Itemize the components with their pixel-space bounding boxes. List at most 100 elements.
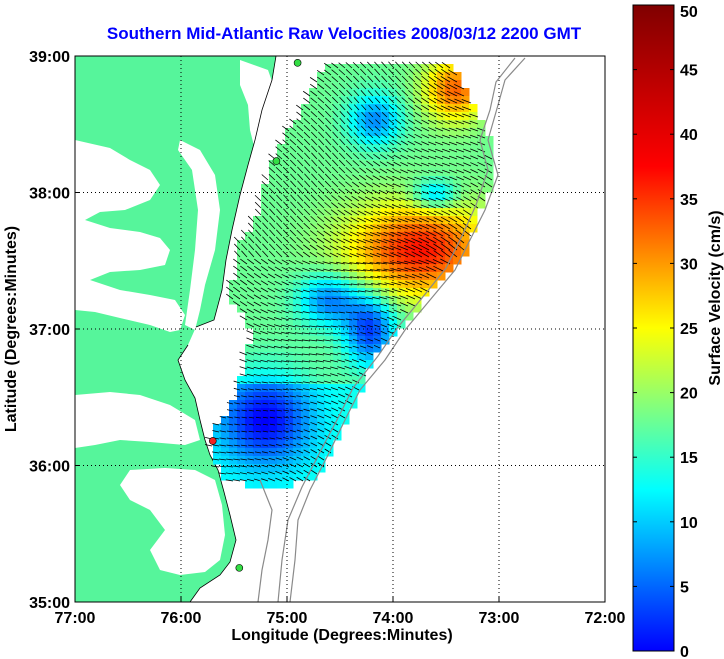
current-vector bbox=[274, 374, 283, 377]
current-vector bbox=[389, 261, 402, 265]
current-vector bbox=[267, 259, 276, 265]
current-vector bbox=[346, 89, 353, 97]
current-vector bbox=[233, 451, 241, 454]
velocity-cell bbox=[373, 304, 382, 313]
current-vector bbox=[394, 111, 402, 118]
x-tick-label: 72:00 bbox=[585, 610, 626, 627]
velocity-cell bbox=[325, 136, 334, 145]
velocity-cell bbox=[341, 408, 350, 417]
current-vector bbox=[462, 216, 472, 223]
current-vector bbox=[297, 180, 304, 188]
current-vector bbox=[411, 224, 423, 230]
current-vector bbox=[421, 191, 430, 195]
current-vector bbox=[276, 444, 283, 447]
velocity-cell bbox=[365, 352, 374, 361]
velocity-cell bbox=[413, 248, 422, 257]
current-vector bbox=[317, 408, 325, 412]
current-vector bbox=[470, 195, 479, 202]
current-vector bbox=[463, 202, 472, 209]
velocity-cell bbox=[325, 408, 334, 417]
velocity-cell bbox=[317, 296, 326, 305]
current-vector bbox=[276, 222, 283, 230]
velocity-cell bbox=[317, 408, 326, 417]
current-vector bbox=[248, 402, 255, 405]
velocity-cell bbox=[397, 240, 406, 249]
current-vector bbox=[324, 441, 332, 447]
current-vector bbox=[253, 301, 262, 307]
velocity-cell bbox=[405, 160, 414, 169]
current-vector bbox=[390, 252, 402, 258]
current-vector bbox=[477, 175, 486, 181]
current-vector bbox=[394, 104, 402, 111]
velocity-cell bbox=[325, 184, 334, 193]
current-vector bbox=[304, 152, 311, 160]
velocity-cell bbox=[405, 240, 414, 249]
velocity-cell bbox=[309, 224, 318, 233]
velocity-cell bbox=[357, 160, 366, 169]
current-vector bbox=[248, 416, 255, 419]
velocity-cell bbox=[341, 208, 350, 217]
current-vector bbox=[342, 261, 353, 265]
velocity-cell bbox=[485, 152, 494, 161]
velocity-cell bbox=[309, 152, 318, 161]
current-vector bbox=[469, 127, 479, 132]
current-vector bbox=[421, 148, 430, 153]
velocity-cell bbox=[261, 376, 270, 385]
current-vector bbox=[429, 191, 437, 195]
current-vector bbox=[380, 139, 388, 146]
velocity-cell bbox=[261, 352, 270, 361]
velocity-cell bbox=[325, 352, 334, 361]
velocity-cell bbox=[229, 472, 238, 481]
velocity-cell bbox=[349, 88, 358, 97]
current-vector bbox=[323, 62, 332, 69]
velocity-cell bbox=[405, 208, 414, 217]
current-vector bbox=[447, 90, 458, 97]
current-vector bbox=[289, 139, 297, 146]
velocity-cell bbox=[469, 200, 478, 209]
velocity-cell bbox=[285, 160, 294, 169]
current-vector bbox=[433, 83, 444, 90]
velocity-cell bbox=[429, 192, 438, 201]
velocity-cell bbox=[261, 472, 270, 481]
current-vector bbox=[407, 176, 416, 181]
velocity-cell bbox=[293, 176, 302, 185]
current-vector bbox=[360, 139, 367, 146]
current-vector bbox=[477, 155, 486, 160]
velocity-cell bbox=[437, 64, 446, 73]
current-vector bbox=[353, 132, 360, 139]
velocity-cell bbox=[277, 256, 286, 265]
velocity-cell bbox=[277, 160, 286, 169]
current-vector bbox=[329, 238, 339, 244]
velocity-cell bbox=[365, 232, 374, 241]
current-vector bbox=[393, 154, 402, 160]
current-vector bbox=[296, 222, 304, 230]
current-vector bbox=[470, 202, 479, 209]
current-vector bbox=[290, 173, 297, 181]
current-vector bbox=[349, 231, 360, 237]
velocity-cell bbox=[269, 384, 278, 393]
velocity-cell bbox=[261, 320, 270, 329]
velocity-cell bbox=[437, 264, 446, 273]
velocity-cell bbox=[221, 472, 230, 481]
current-vector bbox=[247, 215, 255, 223]
velocity-cell bbox=[317, 160, 326, 169]
current-vector bbox=[379, 310, 388, 314]
velocity-cell bbox=[413, 192, 422, 201]
current-vector bbox=[390, 238, 402, 244]
velocity-cell bbox=[269, 464, 278, 473]
velocity-cell bbox=[285, 432, 294, 441]
current-vector bbox=[303, 435, 311, 440]
current-vector bbox=[393, 316, 402, 321]
current-vector bbox=[336, 276, 346, 279]
velocity-cell bbox=[261, 256, 270, 265]
velocity-cell bbox=[445, 264, 454, 273]
current-vector bbox=[440, 229, 451, 237]
current-vector bbox=[440, 236, 451, 244]
current-vector bbox=[379, 303, 388, 307]
current-vector bbox=[375, 119, 381, 125]
current-vector bbox=[308, 260, 318, 265]
current-vector bbox=[269, 395, 276, 398]
current-vector bbox=[310, 223, 318, 230]
velocity-cell bbox=[357, 64, 366, 73]
current-vector bbox=[295, 317, 304, 321]
